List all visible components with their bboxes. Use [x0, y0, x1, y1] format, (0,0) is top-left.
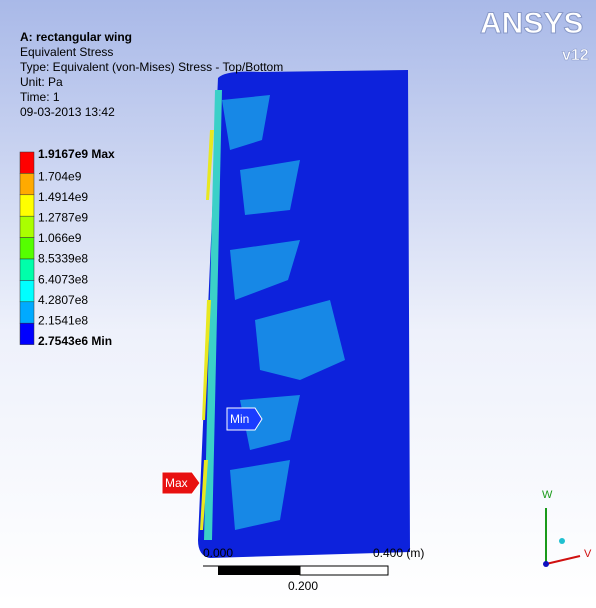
legend-label: 1.2787e9 — [38, 211, 88, 225]
scale-label: 0.400 (m) — [373, 546, 424, 560]
header-line: Time: 1 — [20, 90, 60, 104]
header-line: Unit: Pa — [20, 75, 63, 89]
legend-swatch — [20, 195, 34, 216]
header-line: Equivalent Stress — [20, 45, 113, 59]
legend-swatch — [20, 152, 34, 173]
probe-label: Min — [230, 412, 249, 426]
legend-label: 4.2807e8 — [38, 293, 88, 307]
logo: ANSYS — [480, 7, 583, 40]
scale-block — [300, 566, 388, 575]
legend-label: 1.9167e9 Max — [38, 147, 115, 161]
legend-swatch — [20, 280, 34, 301]
legend-swatch — [20, 323, 34, 344]
legend-swatch — [20, 302, 34, 323]
viewport: Min Max A: rectangular wing Equivalent S… — [0, 0, 596, 603]
triad-label: V — [584, 548, 592, 560]
legend-label: 1.4914e9 — [38, 190, 88, 204]
scale-block — [218, 566, 300, 575]
scale-label: 0.200 — [288, 579, 318, 593]
header-line: 09-03-2013 13:42 — [20, 105, 115, 119]
probe-min: Min — [227, 408, 262, 430]
logo-version: v12 — [562, 47, 589, 64]
triad-dot — [559, 538, 565, 544]
header-line: Type: Equivalent (von-Mises) Stress - To… — [20, 60, 283, 74]
legend-swatch — [20, 259, 34, 280]
legend-swatch — [20, 173, 34, 194]
legend-label: 6.4073e8 — [38, 272, 88, 286]
legend-label: 2.1541e8 — [38, 313, 88, 327]
legend-swatch — [20, 216, 34, 237]
legend-label: 1.066e9 — [38, 231, 82, 245]
triad-label: W — [542, 489, 553, 501]
legend-swatch — [20, 238, 34, 259]
probe-max: Max — [162, 472, 200, 494]
probe-label: Max — [165, 476, 188, 490]
page: Min Max A: rectangular wing Equivalent S… — [0, 0, 596, 608]
scale-label: 0.000 — [203, 546, 233, 560]
legend-label: 1.704e9 — [38, 170, 82, 184]
legend-label: 2.7543e6 Min — [38, 334, 112, 348]
title: A: rectangular wing — [20, 30, 132, 44]
triad-origin — [543, 561, 549, 567]
wing-model — [198, 70, 410, 558]
legend-label: 8.5339e8 — [38, 252, 88, 266]
